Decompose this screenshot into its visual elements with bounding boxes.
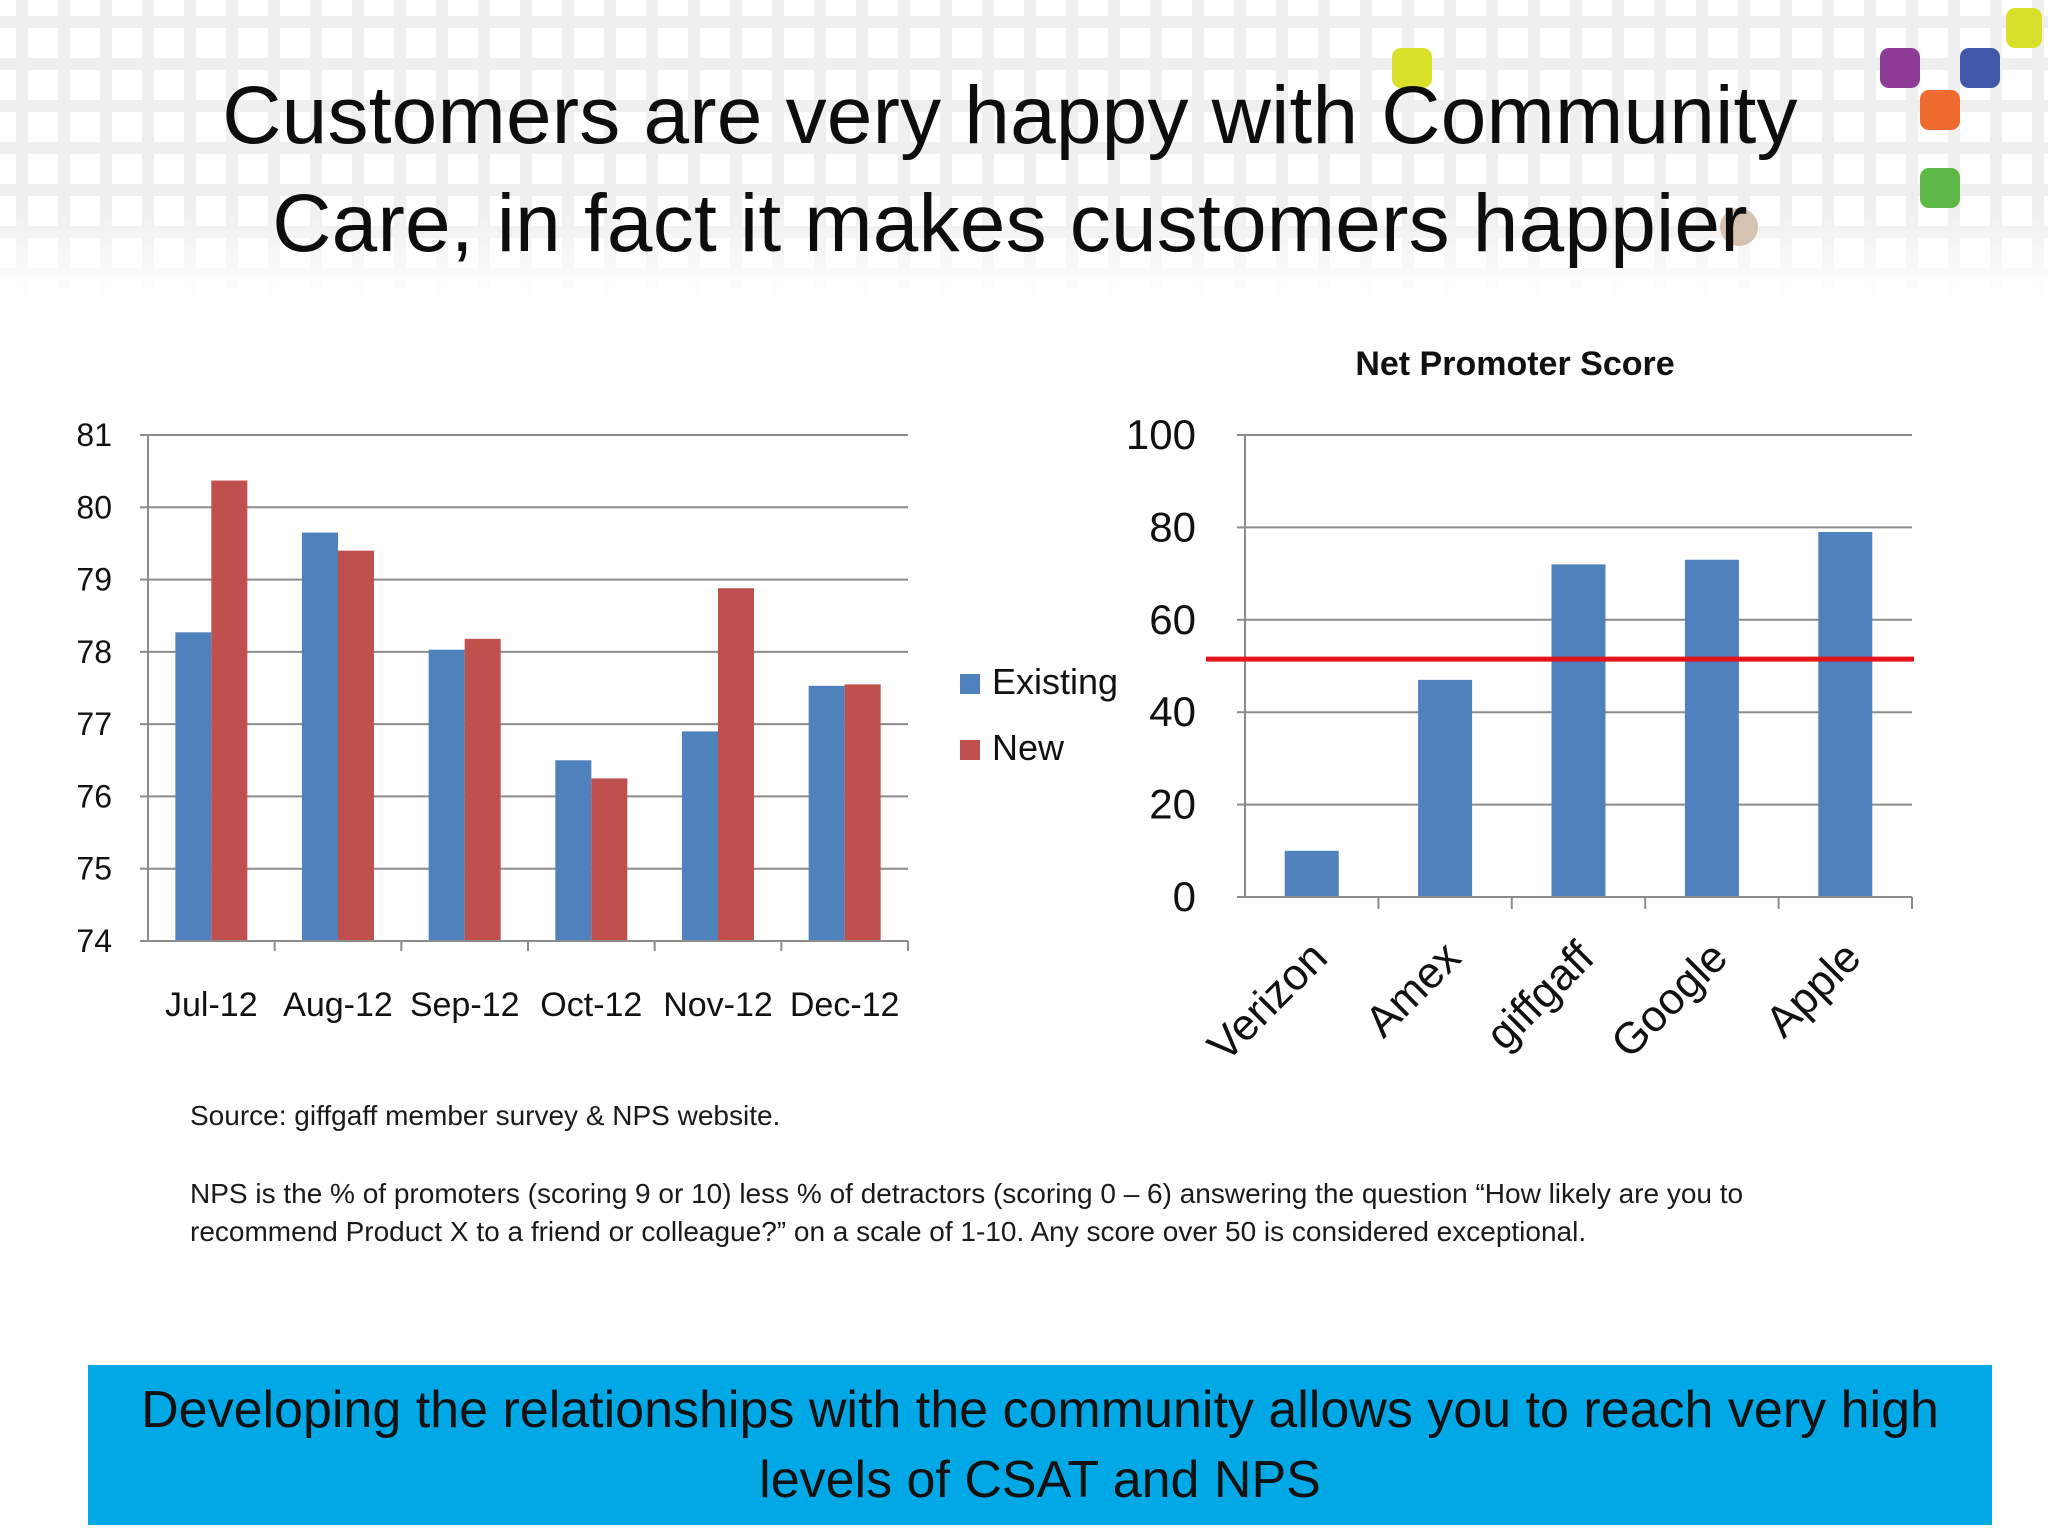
x-tick-label: Dec-12 — [790, 986, 900, 1024]
logo-dot-green — [1920, 168, 1960, 208]
y-tick-label: 78 — [76, 634, 112, 670]
legend-swatch-new — [960, 740, 980, 760]
legend-swatch-existing — [960, 674, 980, 694]
x-tick-label: Sep-12 — [410, 986, 520, 1024]
y-tick-label: 77 — [76, 706, 112, 742]
y-tick-label: 76 — [76, 778, 112, 814]
y-tick-label: 75 — [76, 851, 112, 887]
logo-dot-orange — [1920, 90, 1960, 130]
logo-dot-lime-right — [2006, 8, 2042, 48]
legend-label: Existing — [992, 661, 1118, 702]
legend-label: New — [992, 727, 1065, 768]
bar-new — [718, 588, 754, 941]
slide-title: Customers are very happy with Community … — [222, 70, 1798, 269]
x-tick-label: Oct-12 — [540, 986, 642, 1024]
bar-existing — [808, 685, 845, 941]
x-tick-label: Aug-12 — [283, 986, 393, 1024]
y-tick-label: 79 — [76, 562, 112, 598]
bar-new — [591, 778, 628, 941]
bar-new — [211, 480, 248, 941]
background-plus-pattern — [0, 0, 2048, 300]
x-tick-label: Jul-12 — [165, 986, 258, 1024]
y-tick-label: 80 — [76, 489, 112, 525]
bar-existing — [555, 760, 592, 941]
logo-dot-purple — [1880, 48, 1920, 88]
y-tick-label: 74 — [76, 923, 112, 959]
y-tick-label: 81 — [76, 417, 112, 453]
summary-banner-text: Developing the relationships with the co… — [141, 1381, 1939, 1509]
logo-dot-blue — [1960, 48, 2000, 88]
bar-new — [464, 638, 501, 941]
summary-banner: Developing the relationships with the co… — [88, 1365, 1992, 1525]
bar-new — [338, 550, 374, 941]
x-tick-label: Nov-12 — [663, 986, 773, 1024]
nps-definition-note: NPS is the % of promoters (scoring 9 or … — [190, 1178, 1744, 1247]
bar-existing — [175, 632, 212, 941]
bar-existing — [428, 649, 465, 941]
bar-existing — [682, 731, 718, 941]
logo-dot-tan — [1720, 208, 1758, 246]
logo-dot-lime-top — [1392, 48, 1432, 88]
bar-existing — [302, 532, 338, 941]
monthly-csat-bar-chart: 74 75 76 77 78 79 80 81 Jul-12 Aug-12 Sep-12 Oct-12… — [76, 417, 1118, 1024]
bar-new — [844, 684, 881, 941]
source-note: Source: giffgaff member survey & NPS web… — [190, 1100, 781, 1131]
